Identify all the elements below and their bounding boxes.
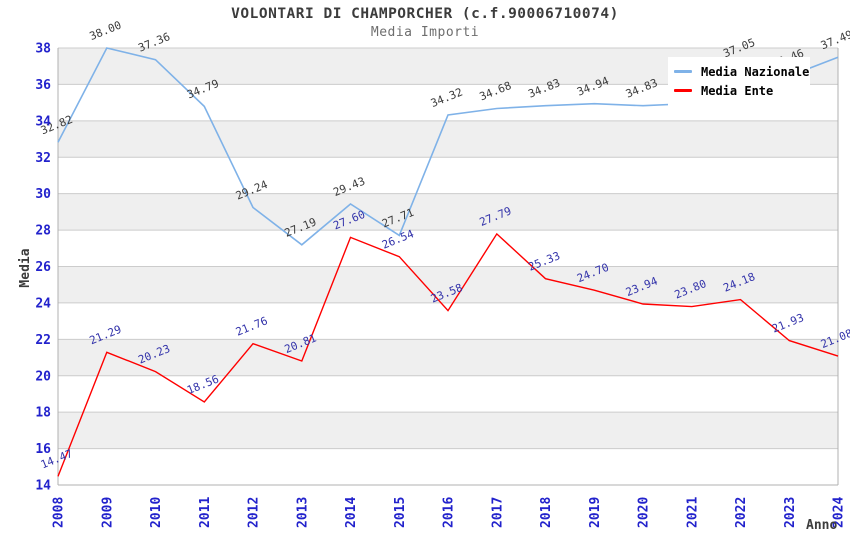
legend-item-media-ente: Media Ente xyxy=(674,81,810,100)
y-tick-label: 38 xyxy=(35,42,51,57)
chart-title: VOLONTARI DI CHAMPORCHER (c.f.9000671007… xyxy=(231,6,619,22)
x-tick-label: 2017 xyxy=(490,497,505,528)
plot-band xyxy=(58,448,838,485)
x-tick-label: 2012 xyxy=(247,497,262,528)
x-tick-label: 2009 xyxy=(100,497,115,528)
y-tick-label: 20 xyxy=(35,369,51,384)
x-tick-label: 2014 xyxy=(344,497,359,528)
y-tick-label: 28 xyxy=(35,224,51,239)
y-tick-label: 36 xyxy=(35,78,51,93)
x-tick-label: 2021 xyxy=(685,497,700,528)
y-tick-label: 14 xyxy=(35,479,51,494)
plot-band xyxy=(58,412,838,449)
x-axis-title: Anno xyxy=(806,518,837,533)
x-tick-label: 2016 xyxy=(442,497,457,528)
x-tick-label: 2022 xyxy=(734,497,749,528)
x-tick-label: 2023 xyxy=(783,497,798,528)
series-line-media-ente xyxy=(57,232,839,477)
y-axis-title: Media xyxy=(18,248,33,287)
legend: Media Nazionale Media Ente xyxy=(668,57,810,106)
y-tick-label: 30 xyxy=(35,187,51,202)
y-tick-label: 26 xyxy=(35,260,51,275)
y-tick-label: 22 xyxy=(35,333,51,348)
x-tick-label: 2020 xyxy=(637,497,652,528)
x-tick-label: 2011 xyxy=(198,497,213,528)
plot-band xyxy=(58,302,838,340)
x-tick-label: 2013 xyxy=(295,497,310,528)
legend-item-media-nazionale: Media Nazionale xyxy=(674,62,810,81)
legend-label: Media Nazionale xyxy=(701,64,810,79)
plot-band xyxy=(58,230,838,267)
y-tick-label: 32 xyxy=(35,151,51,166)
plot-band xyxy=(58,157,838,194)
plot-band xyxy=(58,193,838,231)
plot-band xyxy=(58,120,838,158)
x-tick-label: 2015 xyxy=(393,497,408,528)
x-tick-label: 2019 xyxy=(588,497,603,528)
chart-subtitle: Media Importi xyxy=(370,25,480,40)
plot-band xyxy=(58,266,838,303)
y-tick-label: 24 xyxy=(35,296,51,311)
y-tick-label: 16 xyxy=(35,442,51,457)
ente-line-swatch xyxy=(674,89,692,92)
nazionale-line-swatch xyxy=(674,70,692,73)
y-tick-label: 18 xyxy=(35,406,51,421)
value-label: 38.00 xyxy=(88,19,124,43)
y-tick-label: 34 xyxy=(35,114,51,129)
x-tick-label: 2010 xyxy=(149,497,164,528)
plot-band xyxy=(58,339,838,376)
x-tick-label: 2008 xyxy=(52,497,67,528)
legend-label: Media Ente xyxy=(701,83,774,98)
x-tick-label: 2018 xyxy=(539,497,554,528)
x-tick-label: 2024 xyxy=(832,497,847,528)
plot-band xyxy=(58,375,838,413)
